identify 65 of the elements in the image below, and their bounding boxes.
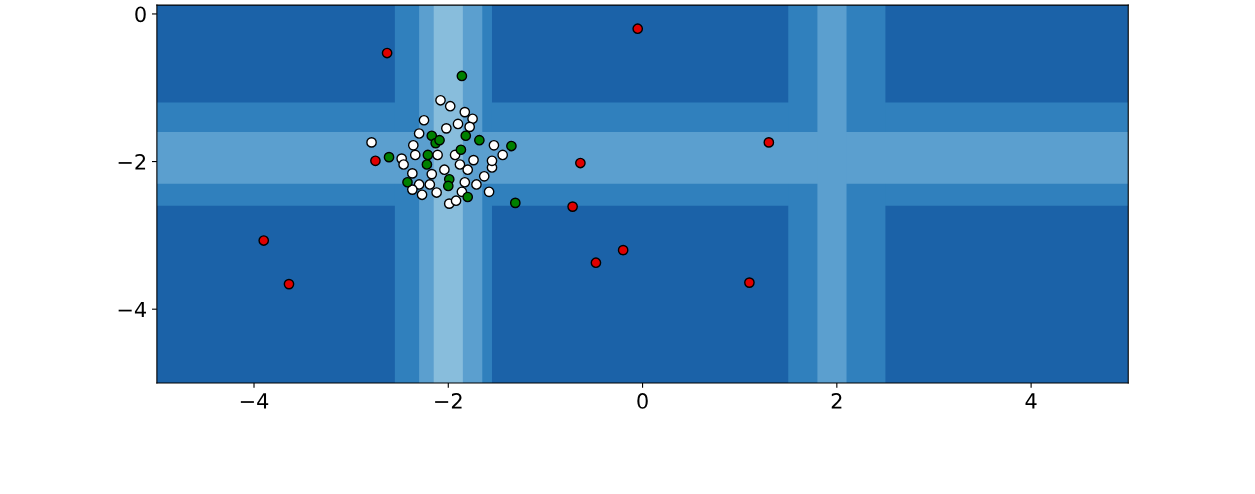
x-tick-label: 2 — [831, 393, 842, 409]
point — [409, 149, 421, 161]
point — [486, 155, 498, 167]
point — [744, 277, 755, 288]
point — [416, 189, 428, 201]
point — [468, 154, 479, 166]
point — [383, 151, 395, 163]
point — [497, 149, 509, 161]
point — [418, 114, 430, 126]
y-tick-label: −2 — [118, 154, 146, 170]
point — [455, 144, 467, 156]
point — [432, 149, 443, 161]
point — [483, 186, 495, 198]
x-tick-label: −2 — [435, 393, 462, 409]
point — [407, 139, 419, 151]
x-tick-label: −4 — [240, 393, 269, 409]
point — [398, 159, 409, 170]
point — [406, 184, 418, 195]
point — [452, 118, 464, 130]
point — [617, 244, 629, 256]
x-tick-label: 4 — [1025, 393, 1037, 409]
point — [464, 121, 476, 133]
point — [283, 278, 295, 290]
point — [444, 100, 456, 112]
point — [424, 179, 436, 190]
point — [422, 149, 434, 161]
point — [439, 164, 450, 176]
point — [370, 155, 381, 167]
y-tick-label: −4 — [118, 301, 146, 318]
point — [590, 257, 602, 269]
point — [426, 168, 438, 180]
point — [454, 159, 466, 170]
point — [450, 195, 462, 207]
point — [467, 113, 478, 125]
point — [567, 201, 578, 212]
point — [488, 139, 500, 151]
point — [460, 130, 472, 142]
point — [431, 187, 442, 198]
point — [474, 134, 485, 146]
point — [456, 70, 468, 82]
point — [575, 157, 586, 169]
point — [509, 197, 521, 209]
point — [258, 235, 270, 246]
point — [435, 94, 446, 106]
point — [413, 128, 425, 139]
point — [413, 179, 425, 190]
point — [478, 170, 490, 182]
point — [471, 179, 482, 190]
point — [632, 23, 644, 35]
point — [459, 176, 471, 188]
point — [462, 164, 474, 176]
point — [434, 134, 445, 146]
x-tick-label: 0 — [637, 393, 648, 409]
point — [462, 191, 474, 203]
point — [406, 168, 418, 179]
y-tick-label: 0 — [135, 6, 146, 23]
point — [442, 180, 454, 192]
point — [763, 137, 775, 148]
point — [506, 140, 517, 152]
point — [440, 122, 452, 134]
point — [381, 47, 393, 59]
point — [421, 159, 433, 170]
point — [402, 176, 413, 188]
point — [366, 137, 377, 148]
point — [459, 106, 471, 118]
